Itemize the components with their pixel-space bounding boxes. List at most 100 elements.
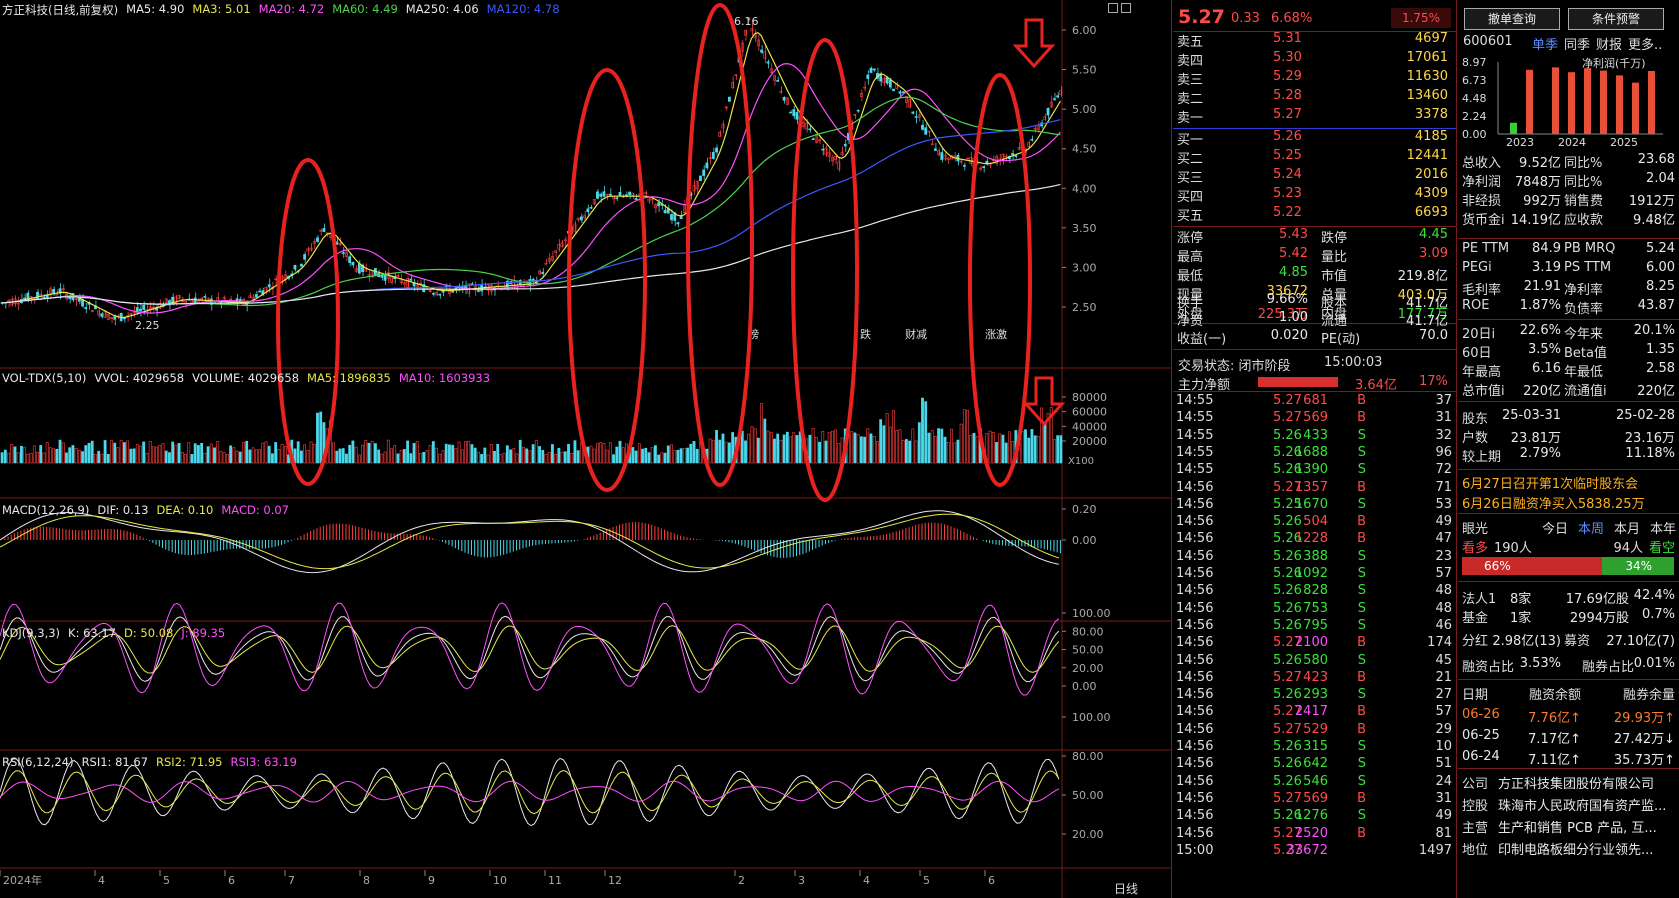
- candle-body: [901, 91, 905, 94]
- tick-row[interactable]: 14:55 5.26 433 S 32: [1173, 428, 1456, 445]
- eye-tab-2[interactable]: 本月: [1614, 522, 1641, 537]
- volume-bar: [663, 452, 667, 464]
- tick-row[interactable]: 14:56 5.26 828 S 48: [1173, 583, 1456, 600]
- bid-row[interactable]: 买五 5.22 6693: [1173, 205, 1456, 224]
- volume-bar: [551, 444, 554, 464]
- bid-row[interactable]: 买三 5.24 2016: [1173, 167, 1456, 186]
- volume-bar: [338, 448, 342, 464]
- volume-bar: [950, 428, 953, 464]
- candle-body: [802, 122, 805, 127]
- label: 公司: [1462, 777, 1489, 792]
- news-item[interactable]: 6月27日召开第1次临时股东会: [1462, 477, 1639, 492]
- ask-row[interactable]: 卖四 5.30 17061: [1173, 50, 1456, 69]
- ask-row[interactable]: 卖一 5.27 3378: [1173, 107, 1456, 126]
- candle-body: [1043, 116, 1047, 120]
- finance-tab-1[interactable]: 同季: [1564, 38, 1591, 53]
- bid-row[interactable]: 买四 5.23 4309: [1173, 186, 1456, 205]
- candle-body: [312, 241, 316, 244]
- fin-x-tick: 2025: [1610, 136, 1638, 148]
- tick-row[interactable]: 14:55 5.27 681 B 37: [1173, 393, 1456, 410]
- restore-icon[interactable]: [1121, 3, 1131, 13]
- finance-tab-2[interactable]: 财报: [1596, 38, 1623, 53]
- tick-row[interactable]: 14:55 5.26 1688 S 96: [1173, 445, 1456, 462]
- condition-alert-button[interactable]: 条件预警: [1568, 8, 1664, 30]
- tick-row[interactable]: 14:55 5.27 569 B 31: [1173, 410, 1456, 427]
- kdj-title: KDJ(9,3,3): [2, 626, 61, 640]
- label-2: 流通值i: [1564, 384, 1607, 399]
- macd-title: MACD(12,26,9): [2, 503, 90, 517]
- tick-row[interactable]: 14:56 5.26 753 S 48: [1173, 601, 1456, 618]
- tick-row[interactable]: 14:56 5.27 569 B 31: [1173, 791, 1456, 808]
- candle-body: [42, 296, 46, 299]
- value: 8家: [1510, 592, 1532, 607]
- finance-tab-0[interactable]: 单季: [1532, 38, 1559, 53]
- news-item[interactable]: 6月26日融资净买入5838.25万: [1462, 497, 1645, 512]
- fin-bar: [1568, 72, 1575, 134]
- tick-row[interactable]: 14:56 5.27 423 B 21: [1173, 670, 1456, 687]
- candle-body: [946, 157, 950, 161]
- tick-row[interactable]: 14:56 5.27 2417 B 57: [1173, 704, 1456, 721]
- tick-row[interactable]: 14:56 5.26 1276 S 49: [1173, 808, 1456, 825]
- kline-chart-area[interactable]: 6.00 5.50 5.00 4.50 4.00 3.50 3.00 2.50 80000 600…: [0, 0, 1172, 898]
- volume-bar: [1027, 437, 1031, 464]
- candle-body: [248, 295, 252, 299]
- volume-bar: [113, 442, 117, 464]
- volume-bar: [425, 450, 429, 464]
- volume-bar: [686, 447, 689, 464]
- cancel-order-query-button[interactable]: 撤单查询: [1464, 8, 1560, 30]
- ask-row[interactable]: 卖五 5.31 4697: [1173, 31, 1456, 50]
- candle-body: [139, 308, 142, 312]
- tick-row[interactable]: 14:56 5.26 580 S 45: [1173, 653, 1456, 670]
- macd-value: MACD: 0.07: [221, 503, 289, 517]
- tick-row[interactable]: 14:56 5.26 1228 B 47: [1173, 531, 1456, 548]
- candle-body: [657, 202, 661, 207]
- candle-body: [435, 292, 438, 296]
- x-axis-label: 3: [798, 874, 805, 887]
- tick-price: 5.26: [1273, 583, 1302, 599]
- volume-bar: [830, 430, 834, 464]
- value-2: 43.87: [1637, 298, 1675, 313]
- low-label: 2.25: [135, 319, 160, 332]
- candle-body: [702, 169, 706, 176]
- eye-tab-3[interactable]: 本年: [1650, 522, 1677, 537]
- volume-bar: [58, 439, 62, 464]
- ask-row[interactable]: 卖二 5.28 13460: [1173, 88, 1456, 107]
- tick-row[interactable]: 14:56 5.27 2520 B 81: [1173, 826, 1456, 843]
- tick-row[interactable]: 14:55 5.26 1390 S 72: [1173, 462, 1456, 479]
- bid-row[interactable]: 买一 5.26 4185: [1173, 129, 1456, 148]
- bid-row[interactable]: 买二 5.25 12441: [1173, 148, 1456, 167]
- x-axis-label: 11: [548, 874, 562, 887]
- tick-row[interactable]: 14:56 5.25 1670 S 53: [1173, 497, 1456, 514]
- tick-row[interactable]: 14:56 5.26 315 S 10: [1173, 739, 1456, 756]
- tick-row[interactable]: 14:56 5.27 1357 B 71: [1173, 480, 1456, 497]
- tick-row[interactable]: 14:56 5.26 293 S 27: [1173, 687, 1456, 704]
- finance-tab-3[interactable]: 更多..: [1628, 38, 1663, 53]
- minimize-icon[interactable]: [1108, 3, 1118, 13]
- candle-body: [554, 250, 558, 253]
- tick-row[interactable]: 15:00 5.27 33672 1497: [1173, 843, 1456, 860]
- candle-body: [579, 216, 583, 221]
- volume-bar: [689, 443, 693, 464]
- eye-tab-0[interactable]: 今日: [1542, 522, 1569, 537]
- volume-bar: [1004, 442, 1008, 464]
- tick-row[interactable]: 14:56 5.27 2100 B 174: [1173, 635, 1456, 652]
- candle-body: [354, 268, 358, 272]
- volume-bar: [200, 442, 204, 464]
- tick-row[interactable]: 14:56 5.26 504 B 49: [1173, 514, 1456, 531]
- tick-row[interactable]: 14:56 5.26 388 S 23: [1173, 549, 1456, 566]
- eye-tab-1[interactable]: 本周: [1578, 522, 1605, 537]
- tick-time: 14:55: [1176, 393, 1214, 408]
- tick-row[interactable]: 14:56 5.26 642 S 51: [1173, 756, 1456, 773]
- tick-row[interactable]: 14:56 5.26 546 S 24: [1173, 774, 1456, 791]
- chart-canvas[interactable]: 6.00 5.50 5.00 4.50 4.00 3.50 3.00 2.50 80000 600…: [0, 0, 1172, 898]
- candle-body: [670, 214, 673, 221]
- period-label[interactable]: 日线: [1114, 882, 1139, 896]
- ask-row[interactable]: 卖三 5.29 11630: [1173, 69, 1456, 88]
- candle-body: [55, 293, 59, 296]
- tick-row[interactable]: 14:56 5.27 529 B 29: [1173, 722, 1456, 739]
- tick-row[interactable]: 14:56 5.26 1092 S 57: [1173, 566, 1456, 583]
- tick-row[interactable]: 14:56 5.26 795 S 46: [1173, 618, 1456, 635]
- candle-body: [744, 29, 747, 36]
- volume-bar: [287, 454, 290, 464]
- value: 992万: [1523, 194, 1561, 209]
